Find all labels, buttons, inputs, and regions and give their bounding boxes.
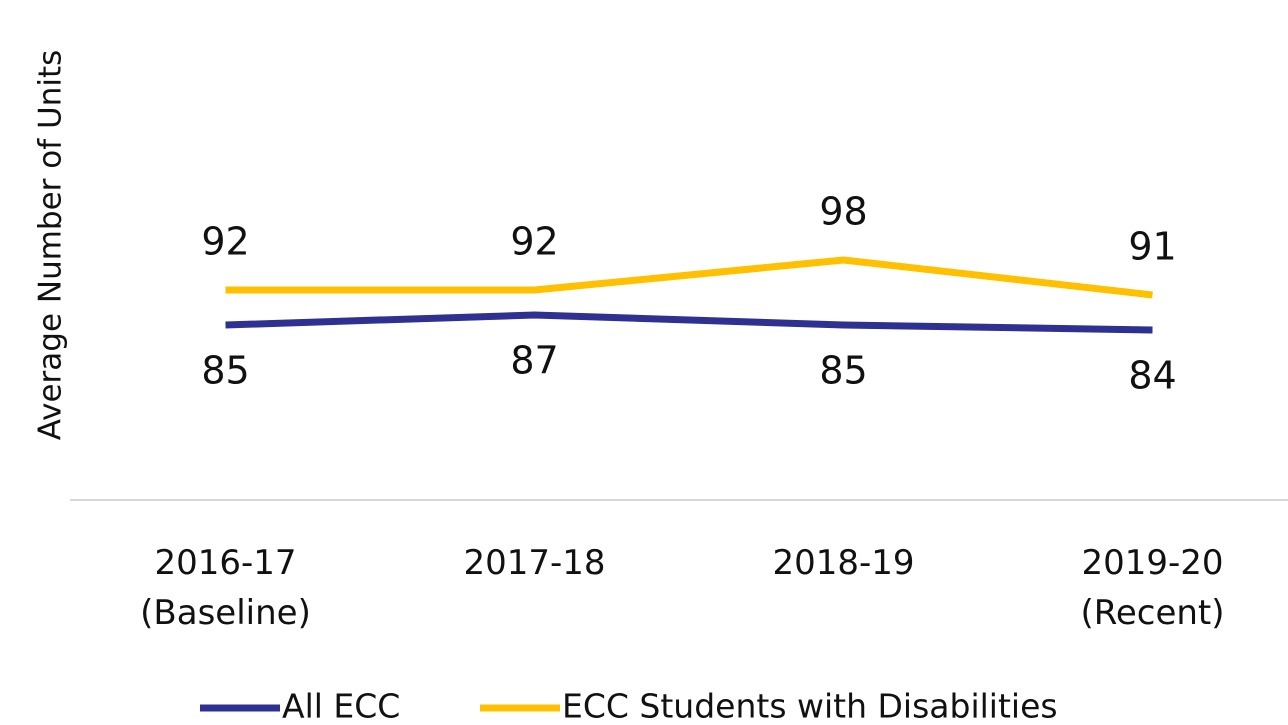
data-label: 91 — [1128, 225, 1176, 269]
line — [225, 311, 1153, 334]
data-label: 87 — [510, 339, 558, 383]
data-label: 85 — [201, 349, 249, 393]
x-tick-label: 2019-20 (Recent) — [1080, 543, 1225, 633]
y-axis-label: Average Number of Units — [33, 50, 69, 441]
legend-label: All ECC — [282, 687, 400, 725]
x-tick-label: 2017-18 — [463, 543, 606, 583]
x-tick-label: 2018-19 — [772, 543, 915, 583]
data-label: 85 — [819, 349, 867, 393]
data-label: 92 — [201, 220, 249, 264]
x-tick-label: 2016-17 (Baseline) — [140, 543, 311, 633]
data-label: 84 — [1128, 354, 1176, 398]
legend-label: ECC Students with Disabilities — [562, 687, 1058, 725]
line — [225, 256, 1153, 299]
data-label: 92 — [510, 220, 558, 264]
data-label: 98 — [819, 190, 867, 234]
